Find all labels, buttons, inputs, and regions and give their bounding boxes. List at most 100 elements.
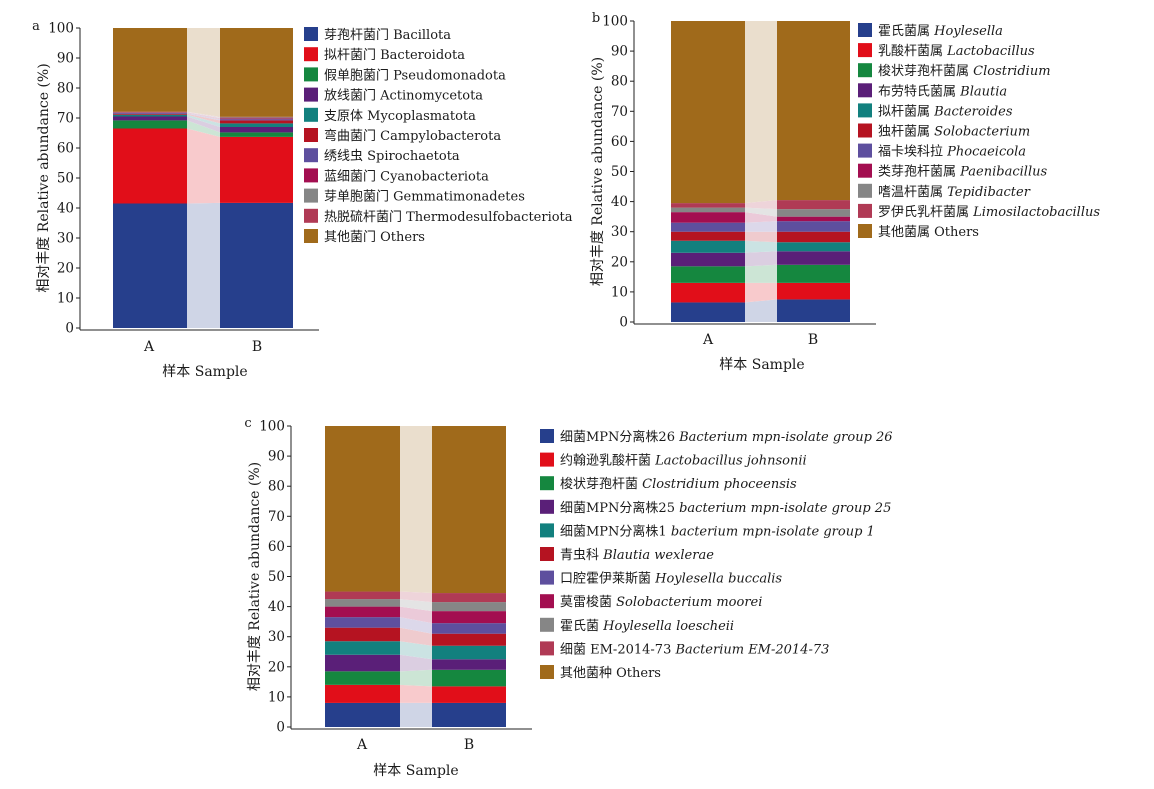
legend-label: 约翰逊乳酸杆菌 Lactobacillus johnsonii [560,454,807,469]
legend-label: 其他菌属 Others [878,225,979,240]
bar-segment [432,702,506,727]
y-tick-label: 10 [268,689,285,705]
series-ribbon [400,702,432,727]
bar-segment [325,654,400,672]
bar-segment [671,21,745,204]
panel-b: b 0 10 20 30 40 50 60 70 80 90 100 A B样本 Sample 相对丰度 R… [590,11,1100,373]
legend-name-cn: 青虫科 [560,548,603,563]
bar-segment [325,641,400,655]
bar-segment [777,21,850,201]
bar-segment [777,282,850,300]
series-ribbon [745,240,777,253]
y-tick-label: 70 [57,111,74,127]
legend-name-cn: 福卡埃科拉 [878,145,947,160]
y-tick-label: 30 [611,224,628,240]
series-ribbon [400,641,432,660]
legend-swatch [304,208,318,223]
legend-name-cn: 霍氏菌 [560,619,603,634]
legend-label: 拟杆菌门 Bacteroidota [324,48,465,63]
bar-segment [113,28,187,112]
y-tick-label: 0 [65,321,74,337]
legend-name-cn: 类芽孢杆菌属 [878,165,960,180]
series-ribbon [187,112,220,120]
y-tick-label: 100 [602,14,628,30]
legend-label: 嗜温杆菌属 Tepidibacter [878,185,1031,200]
legend: 芽孢杆菌门 Bacillota 拟杆菌门 Bacteroidota 假单胞菌门 Ps… [304,27,573,245]
legend-label: 绣线虫 Spirochaetota [324,149,460,164]
bar-segment [220,132,293,137]
bar-segment [777,221,850,232]
series-ribbon [745,251,777,267]
y-tick-label: 20 [611,254,628,270]
legend-name-cn: 嗜温杆菌属 [878,185,947,200]
x-axis-title: 样本 Sample [162,364,247,380]
legend-name-latin: Blautia wexlerae [602,548,714,563]
series-ribbon [745,200,777,210]
x-tick-label: A [143,339,155,355]
bar-segment [220,127,293,133]
y-tick-label: 70 [611,104,628,120]
legend-swatch [540,665,554,679]
y-tick-label: 50 [268,569,285,585]
legend-label: 霍氏菌 Hoylesella loescheii [560,619,734,634]
y-tick-label: 0 [619,315,628,331]
legend-swatch [540,476,554,491]
legend-name-cn: 拟杆菌属 [878,104,934,119]
bar-segment [432,669,506,687]
series-ribbon [745,21,777,204]
bar-segment [671,240,745,253]
bar-segment [777,242,850,252]
legend-swatch [540,594,554,609]
legend-label: 细菌 EM-2014-73 Bacterium EM-2014-73 [560,642,829,657]
legend-swatch [540,617,554,632]
panel-c: c 0 10 20 30 40 50 60 70 80 90 100 A B 样本 Sample 相对丰度 R… [244,416,892,779]
legend-label: 福卡埃科拉 Phocaeicola [878,145,1026,160]
series-ribbon [400,684,432,703]
legend-swatch [304,67,318,82]
bar-segment [113,120,187,129]
legend-name-latin: Phocaeicola [946,145,1026,160]
legend-swatch [304,128,318,142]
y-tick-label: 60 [57,141,74,157]
x-tick-label: B [464,737,474,753]
series-ribbon [400,606,432,624]
legend-label: 支原体 Mycoplasmatota [324,109,476,124]
bar-segment [113,112,187,114]
legend-name-cn: 独杆菌属 [878,125,934,140]
y-tick-label: 30 [268,629,285,645]
y-tick-label: 50 [611,164,628,180]
legend-label: 细菌MPN分离株25 bacterium mpn-isolate group 2… [560,500,891,516]
bar-segment [113,112,187,113]
series-ribbon [745,231,777,243]
y-tick-label: 80 [57,81,74,97]
bar-segment [671,302,745,322]
y-tick-label: 70 [268,509,285,525]
x-tick-label: B [252,339,262,355]
y-tick-label: 60 [611,134,628,150]
bar-segment [671,207,745,213]
legend-swatch [540,429,554,443]
legend-name-latin: Blautia [959,84,1007,99]
bar-segment [220,136,293,203]
bar-segment [220,118,293,120]
legend-label: 罗伊氏乳杆菌属 Limosilactobacillus [878,205,1100,220]
legend-label: 拟杆菌属 Bacteroides [878,104,1013,119]
legend-label: 弯曲菌门 Campylobacterota [324,128,501,144]
legend-name-cn: 细菌 EM-2014-73 [560,642,675,657]
legend-name-latin: Bacterium mpn-isolate group 26 [678,430,892,445]
legend-label: 其他菌种 Others [560,666,661,681]
bar-segment [220,123,293,127]
legend-label: 莫雷梭菌 Solobacterium moorei [560,594,762,610]
bar-segment [671,282,745,303]
legend-label: 布劳特氏菌属 Blautia [878,83,1007,99]
y-tick-label: 60 [268,539,285,555]
series-ribbon [745,264,777,283]
bar-segment [777,200,850,210]
bar-segment [432,633,506,646]
legend-label: 独杆菌属 Solobacterium [878,125,1030,140]
y-tick-label: 30 [57,231,74,247]
legend-swatch [858,23,872,37]
series-ribbon [187,112,220,119]
legend-label: 口腔霍伊莱斯菌 Hoylesella buccalis [560,572,782,587]
legend-name-latin: Hoylesella buccalis [654,572,782,587]
